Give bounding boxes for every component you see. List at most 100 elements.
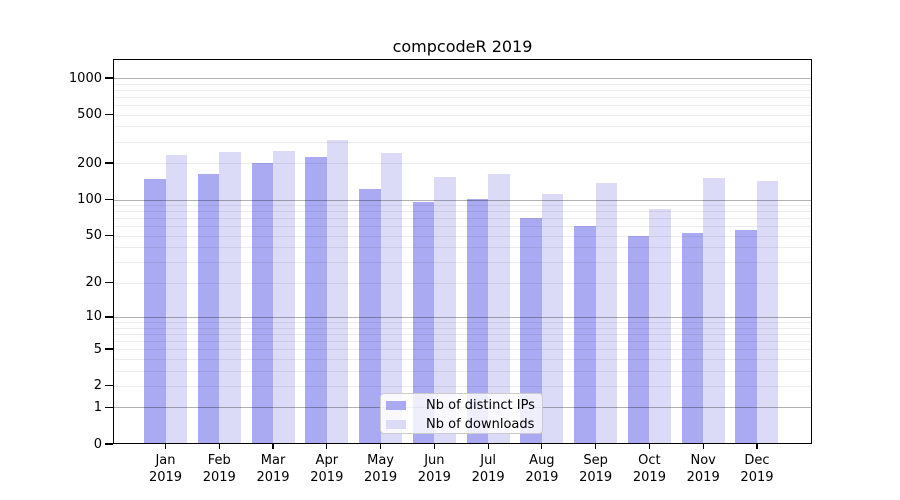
bar-nb-of-downloads-sep (595, 182, 618, 444)
y-tick-50 (105, 235, 113, 237)
x-tick-jun (433, 444, 435, 449)
y-tick-label-100: 100 (77, 192, 102, 207)
y-tick-label-2: 2 (93, 378, 102, 394)
gridline-minor-700 (113, 96, 812, 98)
bar-nb-of-downloads-dec (756, 181, 779, 444)
bar-nb-of-distinct-ips-jul (466, 198, 489, 444)
x-tick-label-year: 2019 (632, 470, 666, 485)
y-tick-1 (105, 406, 113, 408)
bar-nb-of-distinct-ips-dec (735, 229, 757, 444)
legend-label-distinct-ips: Nb of distinct IPs (426, 398, 535, 413)
x-tick-label-month: Dec (744, 453, 770, 468)
gridline-major-1000 (113, 78, 812, 79)
y-tick-label-1000: 1000 (68, 70, 102, 86)
gridline-minor-9 (113, 322, 812, 324)
x-tick-label-month: Jul (480, 453, 496, 468)
legend-item-downloads: Nb of downloads (386, 415, 542, 434)
x-tick-label-year: 2019 (364, 470, 398, 485)
x-tick-feb (218, 444, 220, 449)
x-tick-jan (164, 444, 167, 449)
x-tick-label-month: Feb (207, 453, 231, 468)
bar-nb-of-distinct-ips-oct (627, 235, 650, 444)
y-tick-1000 (105, 77, 113, 79)
x-tick-label-year: 2019 (525, 470, 559, 485)
x-tick-label-nov: Nov 2019 (675, 452, 731, 486)
x-tick-dec (756, 444, 758, 449)
y-tick-label-50: 50 (85, 228, 102, 244)
gridline-minor-300 (113, 141, 812, 143)
bar-nb-of-downloads-nov (703, 178, 725, 444)
x-tick-label-jun: Jun 2019 (406, 452, 462, 486)
x-tick-label-may: May 2019 (353, 452, 409, 486)
gridline-major-100 (113, 199, 812, 201)
x-tick-jul (487, 444, 489, 449)
gridline-major-10 (113, 316, 812, 318)
gridline-minor-400 (113, 126, 812, 128)
y-tick-500 (105, 114, 113, 116)
x-tick-label-year: 2019 (471, 470, 505, 485)
y-tick-label-0: 0 (93, 436, 102, 452)
gridline-minor-7 (113, 333, 812, 335)
x-tick-label-sep: Sep 2019 (568, 452, 624, 486)
bar-nb-of-distinct-ips-apr (305, 157, 327, 444)
x-tick-aug (541, 444, 543, 449)
gridline-minor-40 (113, 247, 812, 249)
y-tick-label-20: 20 (85, 275, 102, 291)
y-tick-label-5: 5 (93, 341, 102, 357)
gridline-minor-900 (113, 83, 812, 85)
bar-nb-of-distinct-ips-aug (520, 218, 542, 444)
x-tick-label-month: Jun (424, 453, 445, 468)
x-tick-label-month: Nov (690, 453, 716, 468)
x-tick-label-year: 2019 (740, 470, 774, 485)
gridline-minor-8 (113, 327, 812, 329)
y-tick-10 (105, 316, 113, 318)
legend-swatch-distinct-ips (386, 401, 406, 410)
y-tick-100 (105, 198, 113, 201)
x-tick-label-year: 2019 (579, 470, 613, 485)
gridline-minor-800 (113, 89, 812, 91)
gridline-minor-6 (113, 340, 812, 342)
x-tick-label-month: Apr (315, 453, 339, 468)
x-tick-label-month: Aug (529, 453, 555, 468)
y-tick-20 (105, 282, 113, 284)
bar-nb-of-distinct-ips-jan (144, 178, 166, 444)
bar-nb-of-downloads-aug (541, 193, 564, 444)
x-tick-label-month: Mar (260, 453, 286, 468)
bar-nb-of-downloads-jun (434, 177, 456, 444)
bar-nb-of-downloads-feb (219, 151, 241, 444)
x-tick-label-jul: Jul 2019 (460, 452, 516, 486)
gridline-minor-90 (113, 205, 812, 207)
y-tick-200 (105, 162, 113, 164)
legend-item-distinct-ips: Nb of distinct IPs (386, 396, 542, 415)
bar-nb-of-downloads-mar (273, 150, 295, 444)
gridline-minor-4 (113, 358, 812, 360)
chart-title: compcodeR 2019 (392, 37, 533, 56)
bar-nb-of-downloads-apr (326, 140, 349, 444)
x-tick-label-apr: Apr 2019 (299, 452, 355, 486)
bar-nb-of-distinct-ips-nov (681, 232, 704, 444)
bar-nb-of-downloads-oct (649, 209, 671, 444)
x-tick-label-dec: Dec 2019 (729, 452, 785, 486)
x-tick-label-oct: Oct 2019 (621, 452, 677, 486)
x-tick-label-year: 2019 (202, 470, 236, 485)
y-tick-label-500: 500 (77, 107, 102, 123)
gridline-minor-70 (113, 218, 812, 220)
x-tick-label-year: 2019 (417, 470, 451, 485)
x-tick-label-year: 2019 (310, 470, 344, 485)
legend: Nb of distinct IPs Nb of downloads (380, 393, 543, 434)
y-tick-label-10: 10 (85, 309, 102, 325)
bar-nb-of-distinct-ips-sep (574, 226, 596, 444)
y-tick-label-200: 200 (77, 155, 102, 171)
gridline-minor-2 (113, 385, 812, 387)
bar-nb-of-distinct-ips-feb (197, 174, 220, 444)
x-tick-mar (272, 444, 274, 449)
x-tick-label-month: May (367, 453, 395, 468)
legend-swatch-downloads (386, 420, 406, 429)
gridline-minor-30 (113, 262, 812, 264)
x-tick-apr (326, 444, 328, 449)
x-tick-label-year: 2019 (148, 470, 183, 485)
gridline-minor-3 (113, 370, 812, 372)
bar-nb-of-distinct-ips-may (359, 189, 381, 444)
y-tick-5 (105, 348, 113, 350)
x-tick-nov (702, 444, 704, 449)
